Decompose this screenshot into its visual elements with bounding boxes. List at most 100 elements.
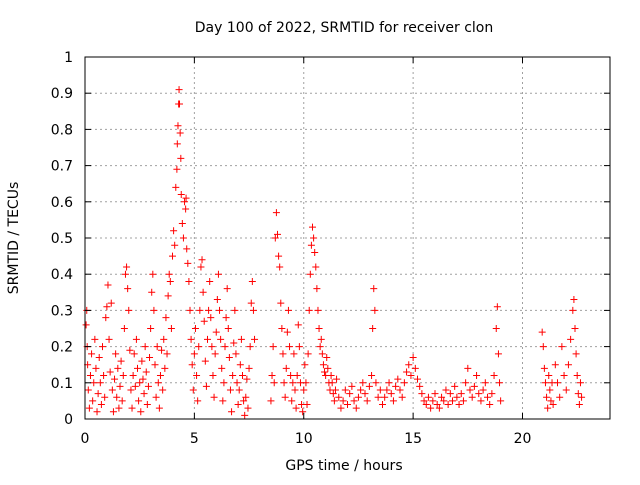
data-point (201, 357, 209, 365)
data-point (371, 306, 379, 314)
data-point (490, 372, 498, 380)
data-point (89, 397, 97, 405)
data-point (396, 386, 404, 394)
data-point (95, 353, 103, 361)
x-axis-label: GPS time / hours (285, 458, 402, 474)
data-point (277, 299, 285, 307)
data-point (121, 270, 129, 278)
data-point (466, 386, 474, 394)
data-point (236, 361, 244, 369)
data-point (275, 252, 283, 260)
data-point (101, 393, 109, 401)
data-point (409, 353, 417, 361)
y-tick-label: 0.4 (51, 267, 73, 283)
data-point (141, 343, 149, 351)
data-point (449, 397, 456, 405)
data-point (231, 306, 239, 314)
data-point (221, 343, 229, 351)
data-point (190, 350, 198, 358)
data-point (120, 325, 128, 332)
data-point (433, 401, 441, 409)
data-point (117, 357, 125, 365)
data-point (544, 404, 552, 412)
data-point (400, 379, 408, 387)
data-point (543, 393, 551, 401)
data-point (556, 393, 564, 401)
data-point (305, 306, 313, 314)
data-point (420, 397, 428, 405)
data-point (287, 372, 295, 380)
data-point (317, 335, 325, 343)
data-point (88, 350, 96, 358)
data-point (295, 343, 303, 351)
data-point (229, 372, 237, 380)
data-point (578, 393, 586, 401)
data-point (569, 306, 577, 314)
y-axis-label: SRMTID / TECUs (6, 182, 22, 295)
data-point (283, 328, 291, 336)
data-point (143, 401, 151, 409)
data-point (202, 382, 210, 390)
x-tick-label: 10 (295, 431, 313, 447)
data-point (193, 372, 201, 380)
data-point (91, 335, 99, 343)
data-point (459, 397, 467, 405)
data-point (453, 393, 461, 401)
data-point (567, 335, 575, 343)
data-point (195, 343, 203, 351)
data-point (312, 263, 320, 271)
data-point (155, 404, 163, 412)
x-tick-label: 5 (190, 431, 199, 447)
data-point (210, 393, 218, 401)
data-point (341, 386, 349, 394)
data-point (228, 408, 236, 416)
data-point (560, 372, 568, 380)
data-point (306, 270, 314, 278)
data-point (278, 325, 286, 332)
data-point (468, 393, 476, 401)
data-point (174, 122, 182, 130)
data-point (288, 397, 296, 405)
data-point (115, 404, 123, 412)
data-point (551, 361, 559, 369)
data-point (188, 361, 196, 369)
data-point (169, 252, 176, 260)
data-point (97, 401, 105, 409)
data-point (111, 375, 119, 383)
data-point (427, 404, 435, 412)
data-point (144, 382, 152, 390)
data-point (492, 325, 500, 332)
data-point (546, 386, 554, 394)
data-point (86, 372, 94, 380)
data-point (331, 386, 339, 394)
data-point (183, 245, 191, 253)
data-point (389, 397, 397, 405)
data-point (268, 372, 276, 380)
data-point (307, 241, 315, 249)
data-point (148, 288, 156, 296)
data-point (214, 270, 222, 278)
data-point (276, 263, 284, 271)
data-point (235, 386, 243, 394)
data-point (158, 346, 166, 354)
data-point (329, 390, 337, 398)
data-point (363, 397, 371, 405)
data-point (575, 401, 583, 409)
plot-frame (84, 56, 611, 420)
data-point (576, 379, 584, 387)
data-points (82, 86, 586, 419)
data-point (194, 397, 202, 405)
data-point (442, 386, 450, 394)
data-point (286, 343, 294, 351)
data-point (186, 306, 194, 314)
data-point (486, 401, 494, 409)
y-tick-label: 0.6 (51, 195, 73, 211)
data-point (217, 335, 225, 343)
data-point (128, 404, 136, 412)
data-point (339, 397, 347, 405)
data-point (497, 397, 505, 405)
data-point (241, 411, 249, 419)
data-point (368, 372, 376, 380)
x-tick-label: 15 (404, 431, 422, 447)
data-point (411, 364, 419, 372)
